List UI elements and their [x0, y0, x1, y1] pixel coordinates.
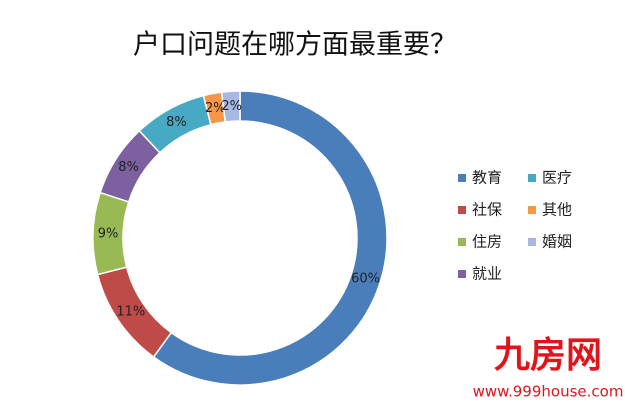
legend-label: 医疗 [542, 169, 572, 187]
legend-swatch [458, 206, 466, 214]
legend-swatch [458, 238, 466, 246]
legend-label: 婚姻 [542, 233, 572, 251]
watermark-brand: 九房网 [494, 335, 602, 376]
chart-title: 户口问题在哪方面最重要？ [133, 30, 457, 61]
legend-label: 就业 [472, 265, 502, 283]
value-label: 2% [221, 99, 242, 114]
legend-label: 住房 [472, 233, 502, 251]
legend-swatch [528, 238, 536, 246]
value-label: 2% [205, 101, 226, 116]
value-label: 60% [351, 271, 380, 286]
value-label: 8% [166, 115, 187, 130]
value-label: 8% [118, 160, 139, 175]
legend-label: 其他 [542, 201, 572, 219]
watermark-url: www.999house.com [473, 383, 624, 401]
slice [152, 90, 388, 386]
slice [220, 90, 241, 123]
value-label: 9% [98, 226, 119, 241]
legend-label: 社保 [472, 201, 502, 219]
legend-swatch [528, 174, 536, 182]
legend-label: 教育 [472, 169, 502, 187]
legend-swatch [458, 270, 466, 278]
legend-swatch [528, 206, 536, 214]
legend-swatch [458, 174, 466, 182]
value-label: 11% [116, 305, 145, 320]
